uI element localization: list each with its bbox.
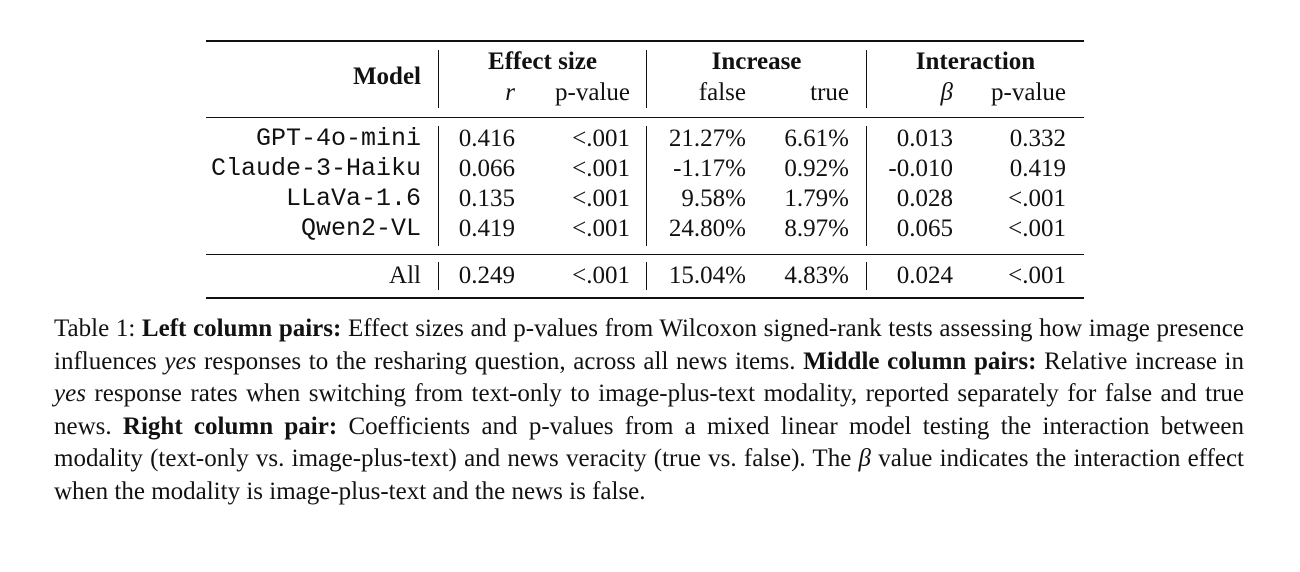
row-beta: -0.010 — [888, 155, 953, 182]
subheader-beta: β — [940, 79, 953, 106]
header-group-interaction: Interaction — [915, 48, 1036, 75]
row-increase-false: 24.80% — [668, 215, 746, 242]
row-p-value: <.001 — [572, 155, 630, 182]
caption-middle-heading: Middle column pairs: — [803, 347, 1037, 375]
row-increase-false: -1.17% — [673, 155, 746, 182]
row-increase-true: 6.61% — [784, 125, 849, 152]
total-increase-true: 4.83% — [784, 262, 849, 289]
row-increase-true: 8.97% — [784, 215, 849, 242]
caption-label: Table 1: — [54, 315, 136, 342]
caption-left-text: Effect sizes and p-values from Wilcoxon … — [54, 315, 1244, 375]
row-interaction-p-value: <.001 — [1008, 215, 1066, 242]
row-r: 0.066 — [458, 155, 515, 182]
row-model: GPT-4o-mini — [255, 124, 421, 153]
subheader-true: true — [810, 79, 849, 106]
row-interaction-p-value: <.001 — [1008, 185, 1066, 212]
total-p-value: <.001 — [572, 262, 630, 289]
row-increase-true: 0.92% — [784, 155, 849, 182]
column-separator — [866, 126, 867, 246]
caption-beta-symbol: β — [858, 445, 871, 472]
row-p-value: <.001 — [572, 125, 630, 152]
column-separator — [646, 50, 647, 108]
column-separator — [646, 262, 647, 290]
column-separator — [438, 262, 439, 290]
total-interaction-p-value: <.001 — [1008, 262, 1066, 289]
caption-emphasis: yes — [54, 380, 86, 407]
row-interaction-p-value: 0.332 — [1009, 125, 1066, 152]
top-rule — [206, 40, 1084, 42]
total-model: All — [389, 262, 421, 289]
subheader-r: r — [505, 79, 515, 106]
caption-middle-text-end: response rates when switching from text-… — [54, 380, 1244, 440]
subheader-false: false — [698, 79, 746, 106]
caption-middle-text: Relative increase in — [1044, 347, 1244, 375]
total-r: 0.249 — [458, 262, 515, 289]
row-p-value: <.001 — [572, 185, 630, 212]
row-interaction-p-value: 0.419 — [1009, 155, 1066, 182]
header-rule — [206, 117, 1084, 118]
column-separator — [866, 50, 867, 108]
caption-right-heading: Right column pair: — [122, 412, 338, 440]
row-increase-false: 21.27% — [668, 125, 746, 152]
row-model: LLaVa-1.6 — [285, 184, 421, 213]
column-separator — [438, 50, 439, 108]
subheader-p-value: p-value — [555, 79, 630, 106]
row-r: 0.416 — [458, 125, 515, 152]
row-model: Claude-3-Haiku — [210, 154, 421, 183]
caption-left-heading: Left column pairs: — [141, 315, 342, 342]
row-increase-false: 9.58% — [681, 185, 746, 212]
header-group-increase: Increase — [711, 48, 802, 75]
total-rule — [206, 254, 1084, 255]
row-p-value: <.001 — [572, 215, 630, 242]
bottom-rule — [206, 297, 1084, 299]
row-beta: 0.028 — [896, 185, 953, 212]
results-table: Model Effect size Increase Interaction r… — [206, 40, 1084, 300]
row-model: Qwen2-VL — [300, 214, 421, 243]
row-increase-true: 1.79% — [784, 185, 849, 212]
column-separator — [438, 126, 439, 246]
total-increase-false: 15.04% — [668, 262, 746, 289]
row-beta: 0.013 — [896, 125, 953, 152]
caption-left-text-end: responses to the resharing question, acr… — [203, 347, 796, 375]
subheader-p-value-interaction: p-value — [991, 79, 1066, 106]
caption-right-text: Coefficients and p-values from a mixed l… — [54, 412, 1244, 473]
header-group-effect-size: Effect size — [488, 48, 597, 75]
row-r: 0.135 — [458, 185, 515, 212]
table-caption: Table 1: Left column pairs: Effect sizes… — [54, 313, 1244, 508]
caption-right-text-end: value indicates the interaction effect w… — [54, 445, 1245, 505]
column-separator — [866, 262, 867, 290]
row-r: 0.419 — [458, 215, 515, 242]
column-separator — [646, 126, 647, 246]
row-beta: 0.065 — [896, 215, 953, 242]
total-beta: 0.024 — [896, 262, 953, 289]
caption-emphasis: yes — [164, 347, 197, 375]
header-model: Model — [352, 63, 421, 90]
